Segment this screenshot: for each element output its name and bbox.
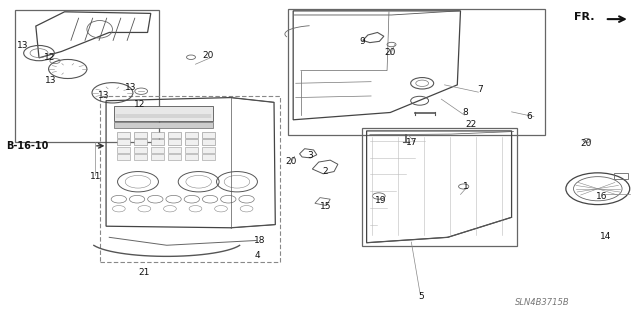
Text: 22: 22 bbox=[466, 120, 477, 129]
FancyBboxPatch shape bbox=[202, 147, 215, 152]
Text: 17: 17 bbox=[406, 138, 417, 147]
Text: 2: 2 bbox=[323, 167, 328, 176]
Text: 13: 13 bbox=[17, 41, 29, 50]
FancyBboxPatch shape bbox=[117, 147, 130, 152]
FancyBboxPatch shape bbox=[151, 132, 164, 138]
FancyBboxPatch shape bbox=[117, 154, 130, 160]
Text: B-16-10: B-16-10 bbox=[6, 141, 48, 151]
FancyBboxPatch shape bbox=[134, 154, 147, 160]
FancyBboxPatch shape bbox=[168, 154, 181, 160]
FancyBboxPatch shape bbox=[117, 139, 130, 145]
Text: 12: 12 bbox=[134, 100, 145, 109]
Text: SLN4B3715B: SLN4B3715B bbox=[515, 298, 570, 307]
FancyBboxPatch shape bbox=[115, 106, 213, 122]
FancyBboxPatch shape bbox=[151, 147, 164, 152]
Text: 5: 5 bbox=[418, 292, 424, 301]
Text: 12: 12 bbox=[44, 53, 56, 62]
Bar bbox=[100, 96, 280, 262]
FancyBboxPatch shape bbox=[202, 132, 215, 138]
FancyBboxPatch shape bbox=[168, 147, 181, 152]
FancyBboxPatch shape bbox=[134, 132, 147, 138]
FancyBboxPatch shape bbox=[115, 122, 213, 128]
Text: 13: 13 bbox=[125, 83, 136, 92]
FancyBboxPatch shape bbox=[168, 139, 181, 145]
FancyBboxPatch shape bbox=[186, 147, 198, 152]
FancyBboxPatch shape bbox=[202, 139, 215, 145]
Text: 21: 21 bbox=[138, 268, 149, 277]
FancyBboxPatch shape bbox=[117, 132, 130, 138]
FancyBboxPatch shape bbox=[202, 154, 215, 160]
Text: 13: 13 bbox=[99, 92, 110, 100]
Text: 20: 20 bbox=[202, 51, 213, 60]
Text: 20: 20 bbox=[385, 48, 396, 57]
FancyBboxPatch shape bbox=[186, 132, 198, 138]
Text: 3: 3 bbox=[307, 151, 313, 160]
Text: 8: 8 bbox=[463, 108, 468, 117]
Text: 19: 19 bbox=[375, 196, 387, 205]
Text: FR.: FR. bbox=[574, 12, 595, 22]
FancyBboxPatch shape bbox=[168, 132, 181, 138]
FancyBboxPatch shape bbox=[134, 147, 147, 152]
Text: 7: 7 bbox=[477, 85, 483, 94]
Text: 20: 20 bbox=[580, 139, 591, 148]
Text: 18: 18 bbox=[253, 236, 265, 245]
Text: 11: 11 bbox=[90, 173, 101, 182]
FancyBboxPatch shape bbox=[134, 139, 147, 145]
FancyBboxPatch shape bbox=[151, 139, 164, 145]
Text: 1: 1 bbox=[463, 182, 468, 191]
Text: 16: 16 bbox=[596, 192, 607, 202]
Bar bbox=[15, 10, 159, 142]
Text: 20: 20 bbox=[285, 157, 296, 166]
FancyBboxPatch shape bbox=[186, 154, 198, 160]
Bar bbox=[362, 128, 516, 246]
Bar bbox=[288, 9, 545, 135]
Text: 6: 6 bbox=[527, 112, 532, 121]
Text: 13: 13 bbox=[45, 76, 56, 85]
Text: 4: 4 bbox=[255, 251, 260, 260]
Text: 15: 15 bbox=[320, 202, 332, 211]
FancyBboxPatch shape bbox=[151, 154, 164, 160]
Text: 9: 9 bbox=[359, 38, 365, 47]
Text: 14: 14 bbox=[600, 232, 612, 241]
FancyBboxPatch shape bbox=[186, 139, 198, 145]
